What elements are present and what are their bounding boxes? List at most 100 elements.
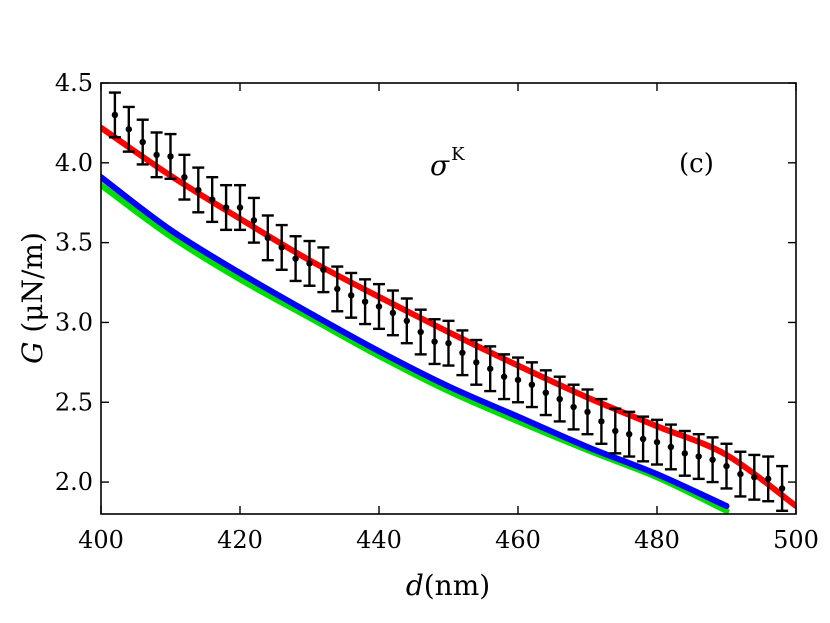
- data-point: [431, 338, 438, 345]
- data-point: [459, 349, 466, 356]
- data-point: [334, 285, 341, 293]
- data-point-with-error-bar: [303, 239, 316, 287]
- data-point: [598, 418, 605, 425]
- x-tick-label: 400: [78, 526, 124, 554]
- data-point: [653, 438, 661, 446]
- series-line-2: [101, 174, 730, 510]
- data-point: [681, 450, 688, 457]
- data-point-with-error-bar: [776, 464, 789, 513]
- y-tick-label: 3.5: [55, 229, 93, 257]
- data-point-with-error-bar: [373, 282, 385, 331]
- data-point-with-error-bar: [595, 397, 608, 445]
- data-point-with-error-bar: [651, 418, 663, 466]
- data-point-with-error-bar: [664, 423, 677, 471]
- data-point-with-error-bar: [692, 432, 705, 481]
- data-point-with-error-bar: [567, 383, 580, 431]
- x-axis-label: d(nm): [406, 569, 490, 602]
- data-point: [111, 111, 119, 119]
- x-axis-variable: d: [406, 569, 424, 602]
- data-point: [195, 186, 202, 194]
- data-point: [445, 339, 452, 347]
- plot-background: [101, 83, 796, 514]
- data-point: [264, 234, 271, 242]
- data-point: [278, 244, 285, 251]
- data-point-with-error-bar: [414, 308, 427, 356]
- data-point-with-error-bar: [484, 345, 497, 393]
- y-axis-variable: G: [16, 342, 49, 364]
- data-point-with-error-bar: [623, 410, 636, 458]
- data-point-with-error-bar: [553, 375, 566, 423]
- data-point-with-error-bar: [512, 356, 524, 404]
- y-tick-label: 2.5: [55, 388, 93, 416]
- data-point: [417, 328, 424, 336]
- data-points-layer: [108, 91, 789, 513]
- data-point: [584, 408, 591, 416]
- data-point-with-error-bar: [345, 271, 358, 319]
- data-point: [778, 485, 786, 492]
- x-axis-unit: (nm): [424, 569, 490, 602]
- data-point-with-error-bar: [386, 289, 399, 337]
- data-point: [528, 381, 536, 388]
- y-tick-label: 3.0: [55, 308, 93, 336]
- data-point: [500, 373, 508, 380]
- data-point: [375, 303, 383, 310]
- data-point: [487, 365, 494, 372]
- x-tick-label: 460: [495, 526, 541, 554]
- y-axis-unit: (μN/m): [16, 232, 49, 341]
- data-point-with-error-bar: [108, 91, 121, 139]
- data-point: [723, 462, 730, 470]
- data-point: [709, 456, 716, 463]
- data-point-with-error-bar: [150, 131, 163, 179]
- data-point: [556, 395, 563, 403]
- data-point-with-error-bar: [637, 415, 650, 463]
- data-point-with-error-bar: [247, 196, 260, 244]
- data-point: [667, 443, 675, 451]
- data-point: [612, 427, 619, 435]
- data-point-with-error-bar: [748, 453, 761, 501]
- data-point-with-error-bar: [359, 278, 372, 326]
- data-point-with-error-bar: [289, 235, 302, 283]
- data-point: [139, 138, 146, 146]
- data-point-with-error-bar: [581, 388, 594, 436]
- data-point: [348, 292, 355, 299]
- data-point: [236, 204, 244, 211]
- data-point-with-error-bar: [609, 407, 622, 455]
- y-tick-label: 2.0: [55, 468, 93, 496]
- data-point: [403, 317, 410, 325]
- data-point: [181, 173, 188, 181]
- data-point-with-error-bar: [706, 436, 719, 484]
- sigma-superscript: K: [451, 144, 465, 165]
- data-point-with-error-bar: [317, 246, 330, 294]
- data-point-with-error-bar: [498, 353, 511, 401]
- data-point-with-error-bar: [178, 153, 191, 201]
- data-point-with-error-bar: [220, 183, 233, 232]
- data-point: [153, 151, 160, 159]
- y-axis-label: G (μN/m): [16, 232, 49, 364]
- data-point-with-error-bar: [206, 175, 219, 224]
- data-point: [639, 435, 647, 443]
- plot-frame: [100, 82, 797, 515]
- data-point-with-error-bar: [539, 369, 552, 417]
- data-point-with-error-bar: [734, 450, 747, 498]
- data-point: [751, 474, 758, 481]
- data-point: [542, 389, 549, 396]
- data-point-with-error-bar: [275, 223, 288, 271]
- data-point-with-error-bar: [164, 132, 177, 180]
- data-point-with-error-bar: [261, 214, 274, 262]
- data-point: [737, 470, 744, 478]
- data-point: [695, 453, 702, 460]
- data-point-with-error-bar: [400, 297, 413, 345]
- data-point-with-error-bar: [428, 318, 441, 366]
- data-point: [320, 266, 327, 273]
- x-tick-label: 480: [634, 526, 680, 554]
- data-point: [125, 126, 132, 133]
- data-point: [514, 376, 522, 384]
- data-point: [570, 403, 577, 411]
- data-point-with-error-bar: [442, 319, 455, 367]
- data-point: [361, 298, 369, 305]
- data-point-with-error-bar: [234, 183, 246, 232]
- data-point-with-error-bar: [456, 329, 469, 377]
- data-point-with-error-bar: [525, 361, 538, 409]
- data-point-with-error-bar: [762, 455, 775, 503]
- data-point: [306, 260, 313, 267]
